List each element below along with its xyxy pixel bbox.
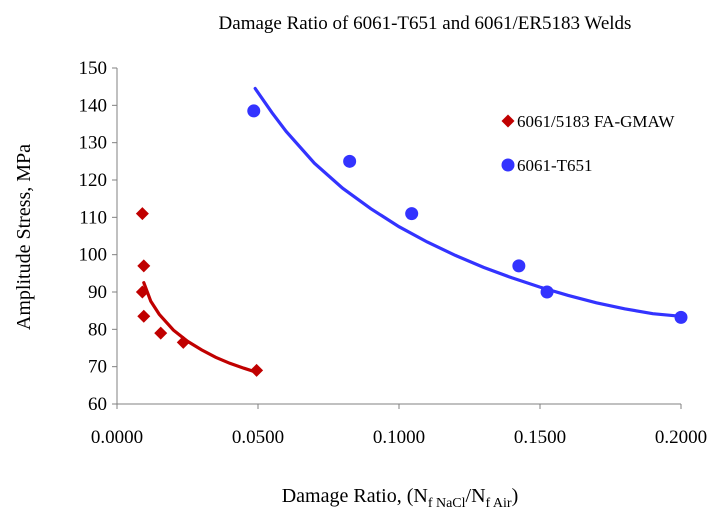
y-tick-label: 110 bbox=[79, 207, 107, 228]
x-axis-label-suffix: ) bbox=[512, 485, 519, 507]
x-axis-label-sub2: f Air bbox=[486, 496, 512, 508]
data-point-series-1 bbox=[137, 259, 151, 273]
trend-lines bbox=[142, 86, 683, 374]
y-tick-label: 130 bbox=[79, 133, 108, 154]
legend-marker-1 bbox=[501, 114, 515, 128]
trend-line-2 bbox=[253, 86, 683, 318]
axes: 60 70 80 90 100 110 120 130 140 150 0.0000 0.0500 0.… bbox=[79, 58, 708, 448]
data-point-series-1 bbox=[135, 285, 149, 299]
y-tick-label: 100 bbox=[79, 245, 108, 266]
data-point-series-2 bbox=[512, 259, 526, 273]
chart-title: Damage Ratio of 6061-T651 and 6061/ER518… bbox=[219, 13, 632, 34]
x-tick-label: 0.2000 bbox=[655, 427, 707, 448]
data-point-series-1 bbox=[154, 326, 168, 340]
data-point-series-1 bbox=[250, 363, 264, 377]
data-point-series-2 bbox=[674, 310, 688, 324]
legend-label-1: 6061/5183 FA-GMAW bbox=[517, 112, 675, 131]
x-tick-label: 0.1500 bbox=[514, 427, 566, 448]
trend-line-1 bbox=[142, 281, 259, 374]
data-point-series-2 bbox=[405, 207, 419, 221]
y-tick-label: 150 bbox=[79, 58, 108, 79]
x-axis-label: Damage Ratio, (Nf NaCl/Nf Air) bbox=[282, 485, 519, 508]
y-tick-label: 70 bbox=[88, 357, 107, 378]
y-tick-label: 140 bbox=[79, 95, 108, 116]
data-points bbox=[135, 104, 688, 377]
data-point-series-2 bbox=[540, 285, 554, 299]
x-axis-label-mid: /N bbox=[466, 485, 486, 507]
x-tick-label: 0.1000 bbox=[373, 427, 425, 448]
y-axis-label: Amplitude Stress, MPa bbox=[13, 144, 35, 330]
y-tick-label: 80 bbox=[88, 319, 107, 340]
legend-label-2: 6061-T651 bbox=[517, 156, 593, 175]
data-point-series-2 bbox=[343, 154, 357, 168]
x-axis-label-prefix: Damage Ratio, (N bbox=[282, 485, 428, 507]
data-point-series-1 bbox=[176, 335, 190, 349]
x-axis-label-sub1: f NaCl bbox=[428, 496, 466, 508]
data-point-series-2 bbox=[247, 104, 261, 118]
legend: 6061/5183 FA-GMAW 6061-T651 bbox=[501, 112, 675, 175]
data-point-series-1 bbox=[135, 207, 149, 221]
y-tick-label: 120 bbox=[79, 170, 108, 191]
y-tick-label: 60 bbox=[88, 394, 107, 415]
x-tick-label: 0.0500 bbox=[232, 427, 284, 448]
y-tick-label: 90 bbox=[88, 282, 107, 303]
data-point-series-1 bbox=[137, 309, 151, 323]
x-tick-label: 0.0000 bbox=[91, 427, 143, 448]
legend-marker-2 bbox=[501, 158, 515, 172]
